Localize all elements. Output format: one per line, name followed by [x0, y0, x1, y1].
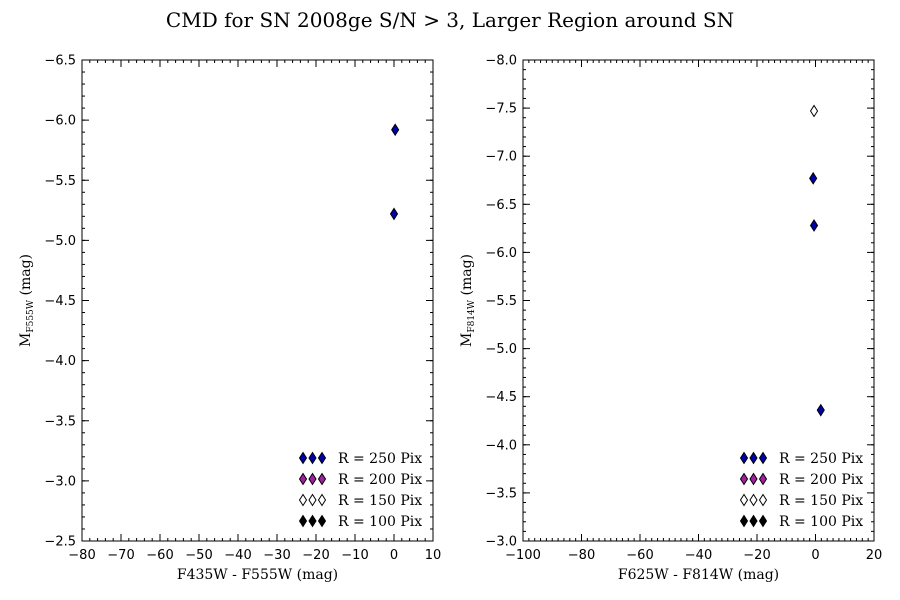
legend-marker-diamond [739, 493, 749, 507]
legend-marker-diamond [749, 514, 758, 528]
x-tick-label: 20 [866, 548, 883, 563]
plot-frame [81, 59, 434, 542]
legend-marker-diamond [308, 514, 317, 528]
y-tick-label: −7.0 [485, 150, 517, 165]
x-tick-label: −60 [146, 548, 173, 563]
legend-marker-diamond [298, 493, 308, 507]
legend-marker-diamond [758, 493, 768, 507]
legend-marker-diamond [317, 493, 327, 507]
x-tick-label: 0 [390, 548, 398, 563]
legend-marker-diamond [308, 493, 317, 507]
y-tick-label: −3.0 [485, 535, 517, 550]
legend: R = 250 Pix R = 200 Pix R = 150 Pix R = 100… [298, 451, 422, 530]
y-tick-label: −3.5 [485, 486, 517, 501]
y-tick-label: −4.0 [44, 354, 76, 369]
y-axis-label: MF814W (mag) [459, 254, 477, 347]
x-tick-label: −20 [302, 548, 329, 563]
y-tick-label: −6.5 [485, 198, 517, 213]
right-panel-cmd-f814w: −100 −80 −60 −40 −20 0 20 −8.0 −7.5 −7.0 −6.5 −6.0 −… [459, 54, 882, 584]
y-tick-label: −3.0 [44, 474, 76, 489]
y-tick-label: −4.5 [485, 390, 517, 405]
legend-marker-diamond [308, 451, 317, 465]
y-tick-label: −5.5 [44, 174, 76, 189]
legend-label: R = 100 Pix [338, 514, 422, 530]
x-axis-label: F435W - F555W (mag) [177, 567, 338, 583]
y-tick-label: −6.0 [44, 114, 76, 129]
figure-title: CMD for SN 2008ge S/N > 3, Larger Region… [166, 8, 734, 32]
legend-marker-diamond [749, 451, 758, 465]
x-tick-label: −10 [341, 548, 368, 563]
legend-marker-diamond [749, 472, 758, 486]
data-point-diamond [809, 104, 819, 118]
y-tick-label: −6.0 [485, 246, 517, 261]
legend-marker-diamond [298, 472, 308, 486]
legend-label: R = 250 Pix [779, 451, 863, 467]
y-tick-label: −5.0 [485, 342, 517, 357]
plot-frame [522, 59, 875, 542]
legend-marker-diamond [308, 472, 317, 486]
y-tick-label: −2.5 [44, 535, 76, 550]
x-tick-label: −80 [568, 548, 595, 563]
legend-marker-diamond [749, 493, 758, 507]
legend-marker-diamond [758, 514, 768, 528]
y-axis-label-suffix: (mag) [459, 254, 475, 300]
x-axis-label: F625W - F814W (mag) [618, 567, 779, 583]
legend-marker-diamond [758, 451, 768, 465]
legend-marker-diamond [758, 472, 768, 486]
data-point-diamond [809, 219, 819, 232]
y-tick-label: −4.5 [44, 294, 76, 309]
data-point-diamond [391, 123, 400, 137]
x-tick-label: −80 [68, 548, 95, 563]
y-tick-label: −3.5 [44, 414, 76, 429]
x-tick-label: 0 [811, 548, 819, 563]
x-tick-label: −50 [185, 548, 212, 563]
legend-label: R = 200 Pix [338, 472, 422, 488]
y-axis-label-main: M [18, 333, 34, 347]
data-point-diamond [816, 403, 825, 417]
x-tick-label: −40 [685, 548, 712, 563]
y-axis-label: MF555W (mag) [18, 254, 36, 347]
data-point-diamond [809, 171, 818, 185]
y-tick-label: −7.5 [485, 102, 517, 117]
legend-marker-diamond [739, 472, 749, 486]
x-tick-label: −30 [263, 548, 290, 563]
x-tick-label: 10 [425, 548, 442, 563]
x-tick-label: −100 [505, 548, 541, 563]
legend-marker-diamond [739, 514, 749, 528]
legend-marker-diamond [317, 514, 327, 528]
legend-marker-diamond [739, 451, 749, 465]
y-tick-label: −5.5 [485, 294, 517, 309]
legend-marker-diamond [317, 451, 327, 465]
y-tick-label: −5.0 [44, 234, 76, 249]
x-tick-label: −40 [224, 548, 251, 563]
legend-label: R = 150 Pix [338, 493, 422, 509]
legend-label: R = 100 Pix [779, 514, 863, 530]
y-tick-label: −8.0 [485, 54, 517, 69]
y-tick-label: −4.0 [485, 438, 517, 453]
y-axis-label-sub: F814W [467, 299, 477, 332]
legend-marker-diamond [298, 514, 308, 528]
y-axis-label-main: M [459, 333, 475, 347]
legend-marker-diamond [317, 472, 327, 486]
legend-label: R = 200 Pix [779, 472, 863, 488]
y-axis-label-suffix: (mag) [18, 254, 34, 300]
x-tick-label: −20 [743, 548, 770, 563]
legend: R = 250 Pix R = 200 Pix R = 150 Pix R = 100… [739, 451, 863, 530]
left-panel-cmd-f555w: −80 −70 −60 −50 −40 −30 −20 −10 0 10 −6.5 −6.0 −5.5 −… [18, 54, 441, 584]
x-tick-label: −70 [107, 548, 134, 563]
legend-marker-diamond [298, 451, 308, 465]
data-point-diamond [389, 207, 399, 221]
x-tick-label: −60 [626, 548, 653, 563]
y-tick-label: −6.5 [44, 54, 76, 69]
y-axis-label-sub: F555W [26, 299, 36, 332]
legend-label: R = 250 Pix [338, 451, 422, 467]
legend-label: R = 150 Pix [779, 493, 863, 509]
